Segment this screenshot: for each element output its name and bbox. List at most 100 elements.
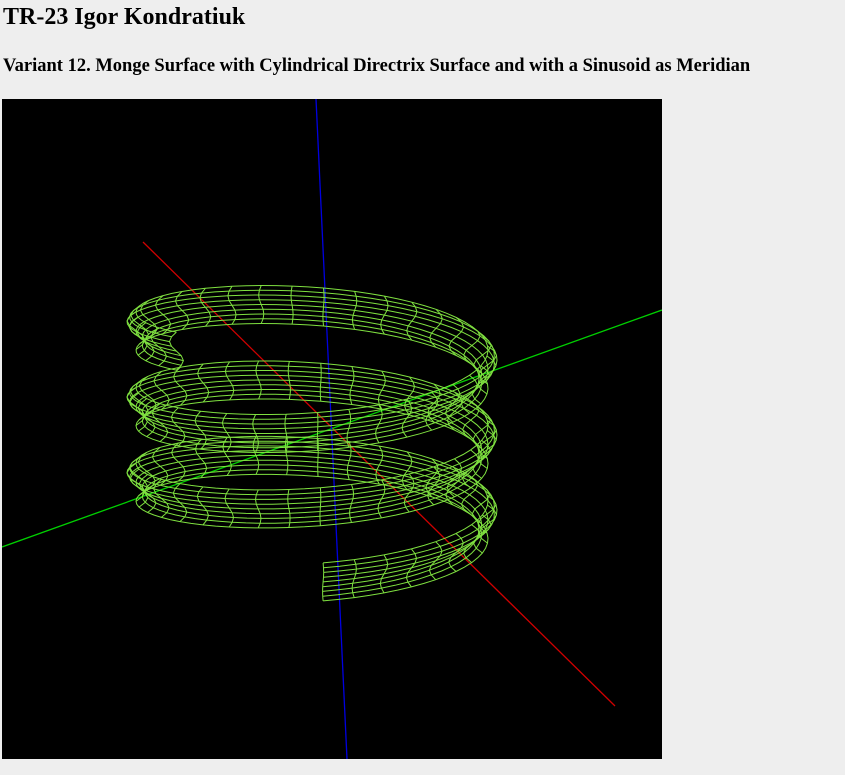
mesh-line <box>126 387 146 426</box>
mesh-line <box>403 376 416 416</box>
mesh-line <box>172 483 188 522</box>
mesh-line <box>129 381 149 421</box>
mesh-line <box>153 479 170 518</box>
mesh-line <box>284 436 289 475</box>
mesh-line <box>287 361 292 400</box>
mesh-line <box>374 404 383 444</box>
mesh-line <box>461 449 480 489</box>
mesh-line <box>448 317 465 356</box>
mesh-line <box>258 285 265 324</box>
mesh-line <box>154 295 172 334</box>
mesh-line <box>448 533 464 572</box>
mesh-line <box>138 376 157 415</box>
mesh-line <box>446 391 463 431</box>
mesh-line <box>136 322 155 362</box>
mesh-line <box>221 413 232 452</box>
mesh-line <box>406 301 418 341</box>
mesh-line <box>199 287 212 327</box>
mesh-line <box>348 484 355 523</box>
mesh-line <box>377 370 386 410</box>
mesh-line <box>473 335 492 375</box>
mesh-line <box>322 562 325 601</box>
mesh-line <box>403 473 415 513</box>
mesh-line <box>463 524 481 563</box>
mesh-line <box>129 457 149 497</box>
mesh-line <box>471 365 491 405</box>
mesh-line <box>429 308 443 348</box>
mesh-line <box>401 451 413 491</box>
mesh-line <box>477 355 497 395</box>
mesh-line <box>194 410 207 450</box>
mesh-line <box>194 439 208 479</box>
mesh-line <box>425 391 439 431</box>
mesh-line <box>472 440 491 479</box>
mesh-line <box>445 466 461 506</box>
mesh-line <box>138 474 157 513</box>
mesh-line <box>197 363 210 403</box>
mesh-line <box>170 407 186 447</box>
mesh-line <box>319 487 322 526</box>
mesh-line <box>462 400 480 440</box>
mesh-line <box>173 366 188 406</box>
mesh-line <box>150 327 168 367</box>
mesh-line <box>463 326 481 365</box>
mesh-line <box>153 371 170 410</box>
mesh-line <box>287 489 291 528</box>
mesh-line <box>316 412 319 451</box>
mesh-line <box>174 291 190 330</box>
mesh-line <box>425 458 439 498</box>
mesh-line <box>379 554 389 594</box>
page-title: TR-23 Igor Kondratiuk <box>3 4 246 30</box>
mesh-line <box>168 331 184 371</box>
surface-wireframe <box>126 284 498 602</box>
mesh-line <box>478 345 498 385</box>
mesh-line <box>290 286 294 325</box>
mesh-line <box>126 462 146 502</box>
mesh-line <box>351 559 357 598</box>
mesh-line <box>477 420 497 459</box>
mesh-line <box>129 468 149 508</box>
z-axis <box>315 99 348 759</box>
mesh-line <box>428 541 443 581</box>
mesh-line <box>375 445 384 485</box>
mesh-line <box>472 410 491 449</box>
mesh-line <box>252 414 260 453</box>
webgl-canvas[interactable] <box>2 99 662 759</box>
mesh-line <box>401 398 413 438</box>
mesh-line <box>284 414 289 453</box>
mesh-line <box>137 398 156 437</box>
mesh-line <box>254 489 262 529</box>
mesh-line <box>460 374 478 414</box>
mesh-line <box>445 383 461 423</box>
mesh-line <box>130 305 150 345</box>
mesh-line <box>128 316 148 356</box>
mesh-line <box>477 430 497 469</box>
mesh-line <box>139 300 158 339</box>
mesh-line <box>252 436 260 475</box>
mesh-line <box>346 409 352 448</box>
mesh-line <box>317 438 319 477</box>
mesh-line <box>224 488 235 528</box>
mesh-line <box>151 446 169 486</box>
mesh-line <box>319 363 322 402</box>
mesh-line <box>227 286 237 325</box>
mesh-line <box>471 484 491 524</box>
mesh-line <box>473 514 492 554</box>
mesh-line <box>196 486 210 526</box>
mesh-line <box>477 494 497 534</box>
mesh-line <box>460 475 479 515</box>
mesh-line <box>380 295 389 335</box>
mesh-line <box>349 366 355 405</box>
mesh-line <box>222 437 233 476</box>
mesh-line <box>426 466 441 506</box>
mesh-line <box>137 451 156 491</box>
mesh-line <box>255 360 262 400</box>
page-subtitle: Variant 12. Monge Surface with Cylindric… <box>3 56 751 76</box>
mesh-line <box>224 361 235 401</box>
mesh-line <box>405 548 418 588</box>
mesh-line <box>351 291 358 330</box>
x-axis <box>142 241 616 707</box>
mesh-line <box>171 442 186 482</box>
mesh-line <box>322 287 325 327</box>
